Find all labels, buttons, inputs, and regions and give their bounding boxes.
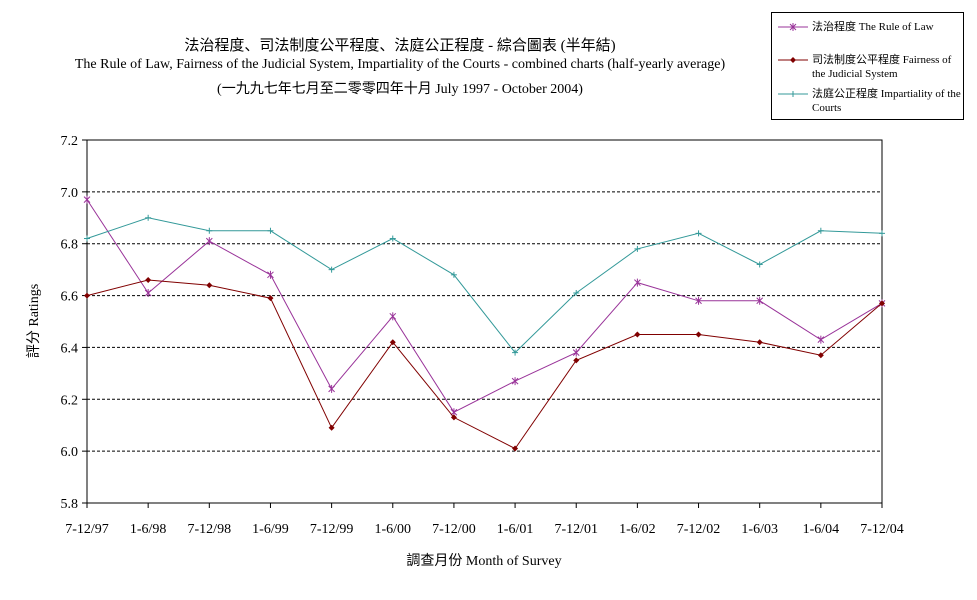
data-point: [756, 261, 763, 268]
x-tick-label: 1-6/98: [130, 522, 167, 537]
data-point: [450, 414, 457, 421]
chart-title-chinese: 法治程度、司法制度公平程度、法庭公正程度 - 綜合圖表 (半年結): [184, 38, 616, 54]
data-point: [817, 352, 824, 359]
data-point: [389, 312, 397, 321]
data-point: [695, 331, 702, 338]
y-tick-label: 6.2: [61, 393, 79, 408]
data-point: [634, 331, 641, 338]
data-point: [573, 357, 580, 364]
data-point: [573, 289, 580, 296]
data-point: [84, 235, 90, 242]
legend-label-fairness: 司法制度公平程度 Fairness of the Judicial System: [812, 54, 952, 80]
legend-label-impartiality: 法庭公正程度 Impartiality of the Courts: [812, 88, 961, 114]
data-point: [450, 271, 457, 278]
data-point: [206, 227, 213, 234]
data-point: [817, 227, 824, 234]
x-tick-label: 1-6/03: [741, 522, 778, 537]
data-point: [817, 335, 825, 344]
data-point: [512, 349, 519, 356]
series-line: [86, 217, 883, 354]
data-point: [389, 235, 396, 242]
x-tick-label: 7-12/01: [554, 522, 598, 537]
y-tick-label: 6.0: [61, 445, 79, 460]
x-tick-label: 1-6/00: [374, 522, 411, 537]
data-point: [389, 339, 396, 346]
data-point: [267, 227, 274, 234]
x-axis-ticks: 7-12/97 1-6/98 7-12/98 1-6/99 7-12/99 1-6/00 7…: [65, 503, 904, 537]
data-point: [695, 296, 702, 305]
data-point: [695, 230, 702, 237]
y-tick-label: 5.8: [61, 497, 79, 512]
x-tick-label: 7-12/99: [310, 522, 354, 537]
y-axis-label: 評分 Ratings: [26, 284, 42, 358]
data-point: [511, 377, 519, 386]
series-line: [86, 279, 883, 450]
data-point: [328, 266, 335, 273]
series-lines: [83, 195, 886, 452]
y-tick-label: 6.8: [61, 238, 79, 253]
x-tick-label: 1-6/99: [252, 522, 289, 537]
y-axis-ticks: 5.8 6.0 6.2 6.4 6.6 6.8 7.0 7.2: [61, 134, 87, 512]
y-tick-label: 6.6: [61, 290, 79, 305]
x-tick-label: 1-6/04: [803, 522, 840, 537]
data-point: [206, 282, 213, 289]
data-point: [879, 230, 885, 237]
x-tick-label: 7-12/02: [677, 522, 721, 537]
data-point: [145, 277, 152, 284]
data-point: [634, 278, 641, 287]
data-point: [83, 195, 91, 204]
legend-symbol-fairness: [778, 57, 808, 63]
data-point: [572, 348, 580, 357]
data-point: [267, 270, 274, 279]
legend-symbol-impartiality: [778, 91, 808, 97]
data-point: [267, 295, 274, 302]
x-tick-label: 1-6/01: [497, 522, 534, 537]
x-axis-label: 調查月份 Month of Survey: [406, 553, 561, 569]
data-point: [84, 292, 90, 299]
chart-title-english: The Rule of Law, Fairness of the Judicia…: [74, 57, 726, 72]
x-tick-label: 1-6/02: [619, 522, 656, 537]
chart-date-range: (一九九七年七月至二零零四年十月 July 1997 - October 200…: [217, 82, 583, 97]
data-point: [756, 339, 763, 346]
data-point: [328, 424, 335, 431]
plot-area: [86, 139, 883, 504]
data-point: [205, 237, 213, 246]
y-tick-label: 7.0: [61, 186, 79, 201]
data-point: [756, 296, 764, 305]
series-2: [84, 214, 885, 356]
data-point: [144, 288, 152, 297]
y-tick-label: 6.4: [61, 341, 79, 356]
legend-label-rule-of-law: 法治程度 The Rule of Law: [812, 21, 934, 33]
x-tick-label: 7-12/04: [860, 522, 904, 537]
data-point: [145, 214, 152, 221]
x-tick-label: 7-12/97: [65, 522, 109, 537]
series-line: [86, 199, 883, 413]
data-point: [879, 300, 885, 307]
legend-symbol-rule-of-law: [778, 23, 808, 31]
data-point: [328, 384, 335, 393]
data-point: [512, 445, 519, 452]
x-tick-label: 7-12/00: [432, 522, 476, 537]
x-tick-label: 7-12/98: [188, 522, 232, 537]
y-tick-label: 7.2: [61, 134, 79, 149]
data-point: [634, 245, 641, 252]
grid-lines: [87, 191, 882, 452]
series-1: [84, 277, 885, 452]
legend: 法治程度 The Rule of Law 司法制度公平程度 Fairness o…: [771, 12, 964, 120]
